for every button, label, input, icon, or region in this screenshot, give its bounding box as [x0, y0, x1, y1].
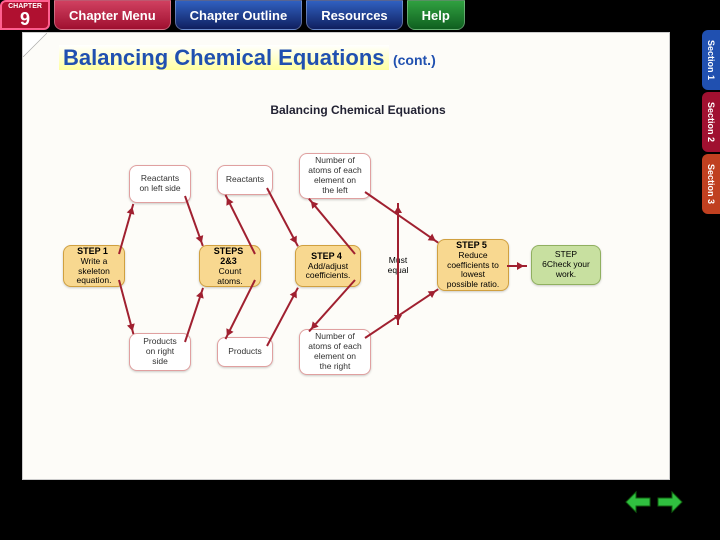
- section-tab-3[interactable]: Section 3: [702, 154, 720, 214]
- flowchart-node-r2b: Products: [217, 337, 273, 367]
- flowchart-arrow: [118, 280, 134, 335]
- flowchart-arrow: [184, 287, 204, 342]
- nav-arrows: [624, 490, 684, 514]
- section-tabs: Section 1 Section 2 Section 3: [702, 30, 720, 216]
- flowchart-arrow: [184, 196, 204, 247]
- tab-label: Resources: [321, 8, 387, 23]
- flowchart-node-r2a: Reactants: [217, 165, 273, 195]
- flowchart-arrow: [308, 279, 355, 332]
- chapter-number: 9: [20, 10, 30, 28]
- page-title-region: Balancing Chemical Equations (cont.): [23, 33, 669, 75]
- tab-label: Chapter Outline: [190, 8, 288, 23]
- tab-label: Help: [422, 8, 450, 23]
- next-button[interactable]: [656, 490, 684, 514]
- flowchart-arrow: [266, 287, 299, 347]
- flowchart-arrow: [266, 188, 299, 248]
- tab-label: Chapter Menu: [69, 8, 156, 23]
- flowchart-arrow: [364, 289, 438, 339]
- tab-resources[interactable]: Resources: [306, 0, 402, 30]
- top-navigation: CHAPTER 9 Chapter Menu Chapter Outline R…: [0, 0, 720, 30]
- flowchart-node-r1a: Reactants on left side: [129, 165, 191, 203]
- section-tab-1[interactable]: Section 1: [702, 30, 720, 90]
- tab-chapter-outline[interactable]: Chapter Outline: [175, 0, 303, 30]
- flowchart-node-r4a: Number of atoms of each element on the l…: [299, 153, 371, 199]
- flowchart-node-s6: STEP 6Check your work.: [531, 245, 601, 285]
- diagram-canvas: STEP 1Write a skeleton equation. Reactant…: [63, 125, 653, 415]
- chapter-badge: CHAPTER 9: [0, 0, 50, 30]
- flowchart-diagram: Balancing Chemical Equations STEP 1Write…: [63, 103, 653, 423]
- flowchart-arrow: [507, 265, 527, 267]
- flowchart-arrow: [225, 280, 256, 340]
- double-arrow-icon: [397, 203, 399, 325]
- flowchart-node-r4b: Number of atoms of each element on the r…: [299, 329, 371, 375]
- section-tab-2[interactable]: Section 2: [702, 92, 720, 152]
- diagram-title: Balancing Chemical Equations: [63, 103, 653, 117]
- prev-button[interactable]: [624, 490, 652, 514]
- tab-chapter-menu[interactable]: Chapter Menu: [54, 0, 171, 30]
- flowchart-node-r1b: Products on right side: [129, 333, 191, 371]
- page-title: Balancing Chemical Equations: [59, 45, 389, 70]
- tab-help[interactable]: Help: [407, 0, 465, 30]
- page-title-cont: (cont.): [393, 52, 436, 68]
- flowchart-arrow: [118, 204, 134, 255]
- flowchart-arrow: [364, 191, 438, 243]
- flowchart-node-s5: STEP 5Reduce coefficients to lowest poss…: [437, 239, 509, 291]
- flowchart-node-s1: STEP 1Write a skeleton equation.: [63, 245, 125, 287]
- content-frame: Balancing Chemical Equations (cont.) Bal…: [22, 32, 670, 480]
- page-corner-icon: [23, 33, 47, 57]
